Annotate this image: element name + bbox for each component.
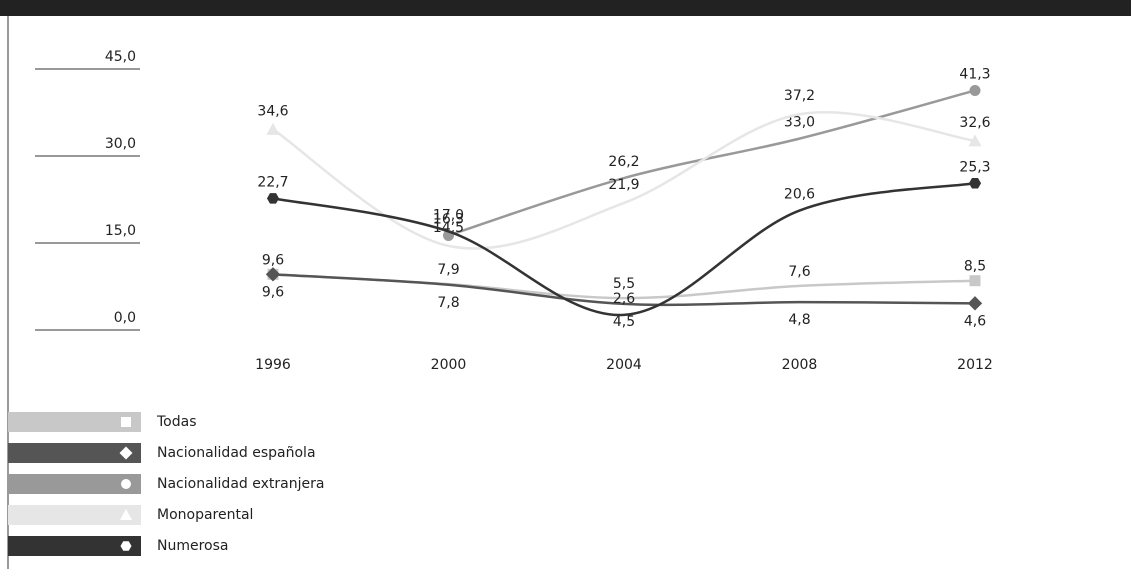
marker	[968, 178, 982, 189]
data-label: 4,8	[788, 312, 810, 328]
legend-label: Nacionalidad española	[157, 445, 316, 461]
header-bar	[0, 0, 1131, 16]
data-label: 7,9	[437, 262, 459, 278]
y-tick-label: 15,0	[105, 223, 136, 239]
marker	[265, 267, 281, 282]
legend-label: Monoparental	[157, 507, 253, 523]
y-tick-label: 30,0	[105, 136, 136, 152]
x-tick-label: 2004	[606, 357, 642, 373]
marker	[969, 84, 981, 96]
legend-swatch	[8, 536, 141, 556]
data-label: 2,6	[613, 291, 635, 307]
data-label: 32,6	[959, 115, 990, 131]
data-label: 16,3	[433, 211, 464, 227]
x-tick-label: 1996	[255, 357, 291, 373]
data-label: 4,6	[964, 313, 986, 329]
data-label: 9,6	[262, 284, 284, 300]
marker	[121, 417, 131, 427]
legend-swatch	[8, 412, 141, 432]
data-label: 9,6	[262, 252, 284, 268]
data-label: 20,6	[784, 187, 815, 203]
x-tick-label: 2008	[782, 357, 818, 373]
data-label: 5,5	[613, 276, 635, 292]
data-label: 8,5	[964, 259, 986, 275]
marker	[967, 296, 983, 311]
legend-label: Todas	[156, 414, 197, 430]
data-label: 26,2	[608, 154, 639, 170]
x-tick-label: 2000	[431, 357, 467, 373]
legend-swatch	[8, 443, 141, 463]
marker	[120, 541, 132, 551]
legend-swatch	[8, 505, 141, 525]
data-label: 22,7	[257, 174, 288, 190]
data-label: 7,8	[437, 295, 459, 311]
x-tick-label: 2012	[957, 357, 993, 373]
data-label: 25,3	[959, 159, 990, 175]
marker	[969, 275, 981, 287]
y-tick-label: 45,0	[105, 49, 136, 65]
legend-label: Nacionalidad extranjera	[157, 476, 324, 492]
series-line	[272, 273, 976, 307]
data-label: 41,3	[959, 66, 990, 82]
data-label: 4,5	[613, 314, 635, 330]
data-label: 17,0	[433, 207, 464, 223]
data-label: 21,9	[608, 177, 639, 193]
marker	[968, 134, 982, 147]
legend-swatch	[8, 474, 141, 494]
series-line	[272, 182, 976, 317]
data-label: 14,5	[433, 220, 464, 236]
data-label: 37,2	[784, 88, 815, 104]
marker	[119, 446, 133, 460]
series-line	[448, 89, 976, 237]
marker	[266, 193, 280, 204]
marker	[266, 122, 280, 135]
y-tick-label: 0,0	[114, 310, 136, 326]
data-label: 7,6	[788, 264, 810, 280]
marker	[121, 479, 131, 489]
legend-label: Numerosa	[157, 538, 228, 554]
data-label: 34,6	[257, 103, 288, 119]
data-label: 33,0	[784, 115, 815, 131]
marker	[120, 509, 132, 520]
